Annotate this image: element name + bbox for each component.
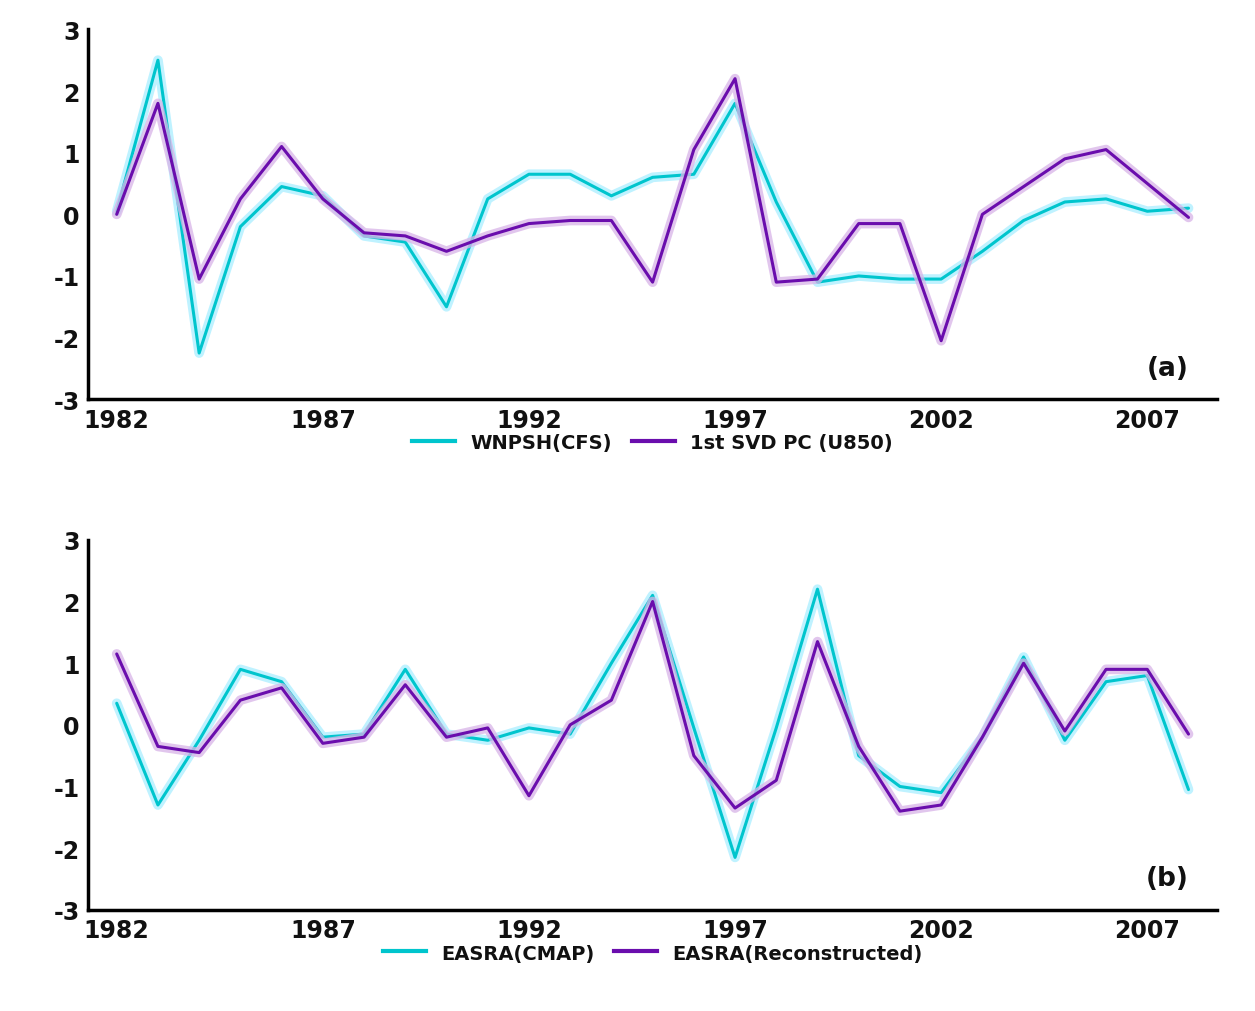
Text: (b): (b) bbox=[1146, 865, 1190, 892]
Legend: EASRA(CMAP), EASRA(Reconstructed): EASRA(CMAP), EASRA(Reconstructed) bbox=[375, 936, 930, 971]
Legend: WNPSH(CFS), 1st SVD PC (U850): WNPSH(CFS), 1st SVD PC (U850) bbox=[404, 426, 901, 460]
Text: (a): (a) bbox=[1147, 356, 1190, 381]
